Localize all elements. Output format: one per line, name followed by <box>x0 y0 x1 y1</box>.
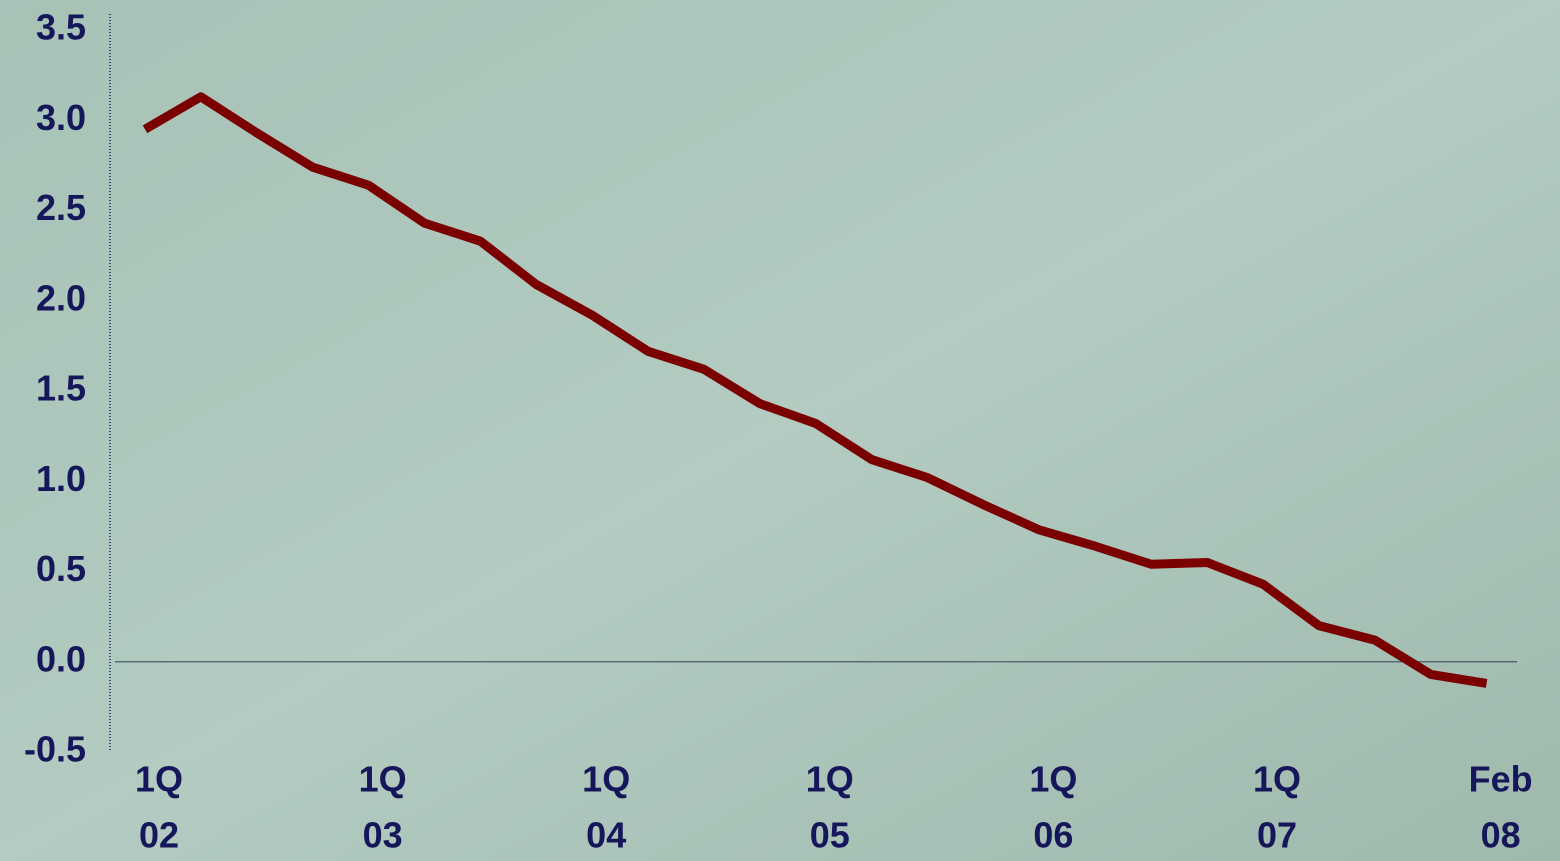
x-tick-label: 08 <box>1481 815 1521 856</box>
y-tick-label: 0.5 <box>36 548 86 589</box>
x-tick-label: 06 <box>1033 815 1073 856</box>
x-tick-label: 02 <box>139 815 179 856</box>
x-tick-label: 05 <box>810 815 850 856</box>
y-tick-label: 2.5 <box>36 187 86 228</box>
y-tick-label: 1.5 <box>36 368 86 409</box>
x-tick-label: Feb <box>1469 759 1533 800</box>
y-tick-label: -0.5 <box>24 729 86 770</box>
y-tick-label: 2.0 <box>36 277 86 318</box>
data-line <box>142 92 1488 688</box>
x-tick-label: 03 <box>363 815 403 856</box>
y-tick-label: 1.0 <box>36 458 86 499</box>
y-tick-label: 3.5 <box>36 7 86 48</box>
x-tick-label: 1Q <box>806 759 854 800</box>
x-tick-label: 07 <box>1257 815 1297 856</box>
x-tick-label: 1Q <box>135 759 183 800</box>
x-tick-label: 1Q <box>1253 759 1301 800</box>
x-tick-label: 1Q <box>582 759 630 800</box>
y-tick-label: 3.0 <box>36 97 86 138</box>
y-tick-label: 0.0 <box>36 638 86 679</box>
x-tick-label: 1Q <box>1029 759 1077 800</box>
x-tick-label: 04 <box>586 815 626 856</box>
x-tick-label: 1Q <box>359 759 407 800</box>
